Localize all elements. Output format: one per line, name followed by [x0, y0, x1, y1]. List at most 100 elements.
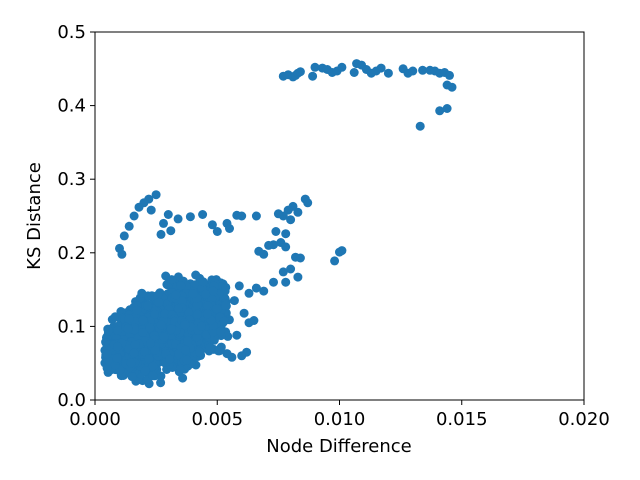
data-point: [190, 280, 200, 290]
data-point: [137, 288, 147, 298]
data-point: [264, 240, 274, 250]
data-point: [208, 327, 218, 337]
data-point: [132, 305, 142, 315]
data-point: [174, 349, 184, 359]
y-axis-label: KS Distance: [24, 162, 45, 270]
x-axis-ticks: 0.000 0.005 0.010 0.015 0.020: [69, 400, 610, 430]
data-point: [173, 214, 183, 224]
data-point: [237, 211, 247, 221]
data-point: [119, 231, 129, 241]
data-point: [150, 309, 160, 319]
data-point: [330, 256, 340, 266]
data-point: [160, 309, 170, 319]
data-point: [159, 332, 169, 342]
data-point: [337, 246, 347, 256]
data-point: [130, 340, 140, 350]
data-point: [212, 304, 222, 314]
data-point: [418, 65, 428, 75]
data-point: [271, 227, 281, 236]
data-point: [237, 351, 247, 361]
data-point: [212, 227, 222, 236]
data-point: [117, 249, 127, 259]
data-point: [163, 210, 173, 219]
data-point: [197, 321, 206, 331]
data-point: [124, 314, 134, 324]
data-point: [159, 218, 168, 228]
data-point: [308, 71, 318, 81]
y-tick-label: 0.5: [57, 22, 86, 43]
data-point: [113, 325, 123, 335]
data-point: [180, 320, 190, 330]
data-point: [286, 215, 296, 225]
data-point: [239, 308, 249, 318]
data-point: [183, 336, 193, 346]
data-point: [408, 66, 418, 76]
data-point: [337, 62, 347, 72]
data-point: [145, 323, 155, 333]
data-point: [148, 371, 158, 381]
data-point: [123, 324, 133, 334]
data-point: [156, 378, 166, 388]
y-tick-label: 0.4: [57, 96, 86, 117]
data-point: [251, 283, 261, 293]
data-point: [215, 346, 225, 356]
data-point: [112, 353, 122, 363]
data-point: [221, 300, 231, 310]
data-point: [151, 190, 161, 200]
data-point: [177, 296, 187, 306]
data-point: [191, 270, 201, 280]
data-point: [113, 342, 122, 352]
data-point: [293, 272, 303, 282]
data-point: [178, 373, 188, 383]
data-point: [249, 316, 259, 325]
y-axis-ticks: 0.0 0.1 0.2 0.3 0.4 0.5: [57, 22, 95, 411]
data-point: [219, 316, 229, 326]
data-point: [205, 343, 215, 353]
y-tick-label: 0.0: [57, 390, 86, 411]
data-point: [143, 301, 153, 311]
data-point: [153, 290, 163, 300]
data-point: [110, 312, 120, 322]
data-point: [154, 297, 164, 307]
y-tick-label: 0.2: [57, 243, 86, 264]
data-point: [173, 303, 183, 313]
y-tick-label: 0.1: [57, 316, 86, 337]
data-point: [232, 330, 242, 340]
x-tick-label: 0.005: [191, 409, 243, 430]
data-point: [415, 121, 425, 131]
data-point: [193, 309, 202, 319]
data-point: [281, 229, 291, 239]
data-point: [273, 209, 283, 219]
data-point: [140, 366, 150, 376]
data-point: [102, 349, 112, 359]
x-tick-label: 0.010: [314, 409, 366, 430]
data-point: [216, 327, 226, 337]
data-point: [184, 307, 194, 317]
data-point: [349, 68, 359, 77]
data-point: [198, 277, 208, 287]
data-point: [171, 290, 181, 300]
data-point: [185, 212, 195, 222]
data-point: [225, 224, 234, 233]
data-point: [156, 320, 166, 330]
data-point: [156, 229, 166, 239]
data-point: [166, 324, 176, 334]
data-point: [198, 210, 208, 219]
data-point: [281, 242, 291, 252]
data-point: [442, 104, 452, 113]
data-point: [167, 275, 177, 285]
data-point: [435, 106, 445, 116]
data-point: [176, 281, 186, 291]
y-tick-label: 0.3: [57, 169, 86, 190]
data-point: [208, 286, 218, 296]
data-point: [144, 354, 154, 364]
data-point: [202, 309, 212, 319]
data-point: [201, 289, 211, 299]
data-point: [129, 348, 139, 358]
data-point: [383, 68, 393, 78]
data-point: [295, 253, 305, 263]
data-point: [222, 349, 232, 359]
data-point: [139, 347, 149, 357]
data-point: [148, 361, 158, 371]
